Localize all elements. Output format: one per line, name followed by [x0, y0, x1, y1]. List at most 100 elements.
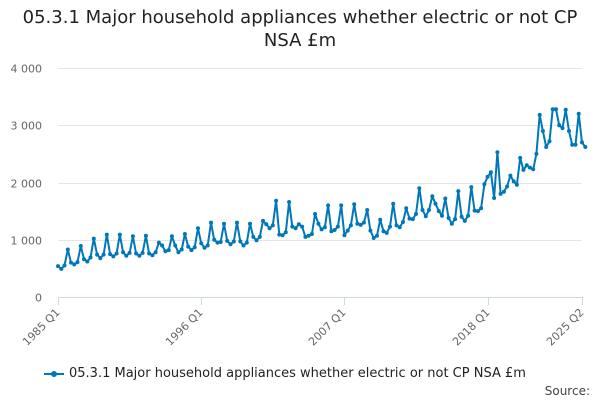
data-point	[65, 247, 70, 252]
y-tick-label: 1 000	[11, 235, 43, 248]
data-point	[274, 198, 279, 203]
data-point	[296, 222, 301, 227]
data-point	[531, 167, 536, 172]
data-point	[430, 194, 435, 199]
data-point	[143, 233, 148, 238]
data-point	[72, 262, 77, 267]
data-point	[261, 218, 265, 223]
data-point	[225, 238, 230, 243]
data-point	[394, 223, 399, 228]
data-point	[287, 200, 292, 204]
data-point	[423, 214, 428, 219]
data-point	[404, 206, 409, 211]
data-point	[283, 230, 288, 235]
data-point	[361, 220, 366, 225]
data-point	[150, 253, 155, 258]
data-point	[563, 107, 568, 112]
data-point	[332, 228, 337, 232]
data-point	[488, 170, 493, 175]
data-point	[153, 250, 158, 255]
x-tick-label: 2025 Q2	[544, 306, 587, 349]
data-point	[192, 245, 197, 250]
data-point	[540, 129, 545, 133]
data-point	[134, 251, 139, 256]
data-point	[348, 223, 353, 228]
data-point	[534, 151, 539, 156]
data-point	[209, 220, 213, 225]
data-point	[449, 221, 454, 226]
data-point	[492, 196, 497, 200]
x-tick-label: 2007 Q1	[306, 306, 349, 349]
data-point	[459, 214, 464, 219]
y-tick-label: 3 000	[11, 120, 43, 133]
data-point	[231, 239, 236, 244]
data-point	[199, 241, 204, 246]
data-point	[306, 233, 311, 238]
data-point	[466, 213, 471, 218]
data-point	[479, 206, 484, 211]
data-point	[300, 224, 305, 229]
data-point	[62, 263, 67, 268]
data-point	[264, 222, 269, 227]
data-point	[238, 239, 243, 244]
data-point	[371, 236, 376, 240]
x-tick-label: 1996 Q1	[163, 306, 206, 349]
data-point	[495, 150, 500, 155]
data-point	[384, 230, 389, 235]
data-point	[345, 228, 350, 233]
data-point	[248, 221, 252, 226]
data-point	[573, 142, 578, 147]
data-point	[78, 244, 83, 248]
data-point	[228, 242, 233, 247]
data-point	[130, 234, 135, 239]
data-point	[313, 212, 318, 216]
data-point	[280, 233, 285, 238]
data-point	[267, 226, 272, 231]
data-point	[173, 243, 178, 248]
data-point	[576, 111, 581, 116]
series-line	[57, 108, 587, 270]
data-point	[254, 238, 259, 243]
data-point	[567, 129, 571, 133]
data-point	[322, 225, 327, 230]
data-point	[381, 229, 386, 234]
data-point	[244, 240, 249, 245]
data-point	[462, 218, 467, 223]
data-point	[235, 220, 239, 225]
source-label: Source:	[544, 384, 590, 398]
data-point	[557, 123, 562, 128]
data-point	[368, 228, 373, 233]
data-point	[410, 217, 415, 222]
axes: 0 1 000 2 000 3 000 4 000 1985 Q1 1996 Q1 2007 …	[11, 63, 587, 349]
data-point	[140, 250, 145, 255]
data-point	[508, 173, 513, 178]
data-point	[453, 217, 458, 222]
data-point	[147, 251, 152, 256]
data-point	[82, 257, 86, 262]
data-point	[358, 222, 363, 227]
data-point	[436, 209, 441, 214]
legend[interactable]: 05.3.1 Major household appliances whethe…	[44, 366, 526, 381]
data-point	[117, 232, 122, 237]
data-point	[524, 163, 529, 168]
data-point	[316, 221, 321, 226]
data-point	[570, 142, 575, 147]
data-point	[335, 224, 340, 229]
data-point	[205, 243, 210, 248]
data-point	[176, 250, 181, 255]
data-point	[544, 145, 549, 149]
data-point	[85, 259, 90, 264]
data-point	[469, 185, 474, 190]
data-point	[137, 253, 142, 258]
data-point	[501, 189, 506, 194]
data-point	[121, 250, 126, 255]
data-point	[443, 196, 448, 201]
data-point	[388, 224, 392, 229]
data-point	[215, 240, 220, 245]
data-point	[222, 221, 226, 226]
y-tick-label: 0	[35, 292, 42, 305]
data-point	[456, 189, 461, 194]
data-point	[98, 256, 103, 261]
data-point	[69, 260, 73, 265]
data-point	[182, 232, 187, 236]
